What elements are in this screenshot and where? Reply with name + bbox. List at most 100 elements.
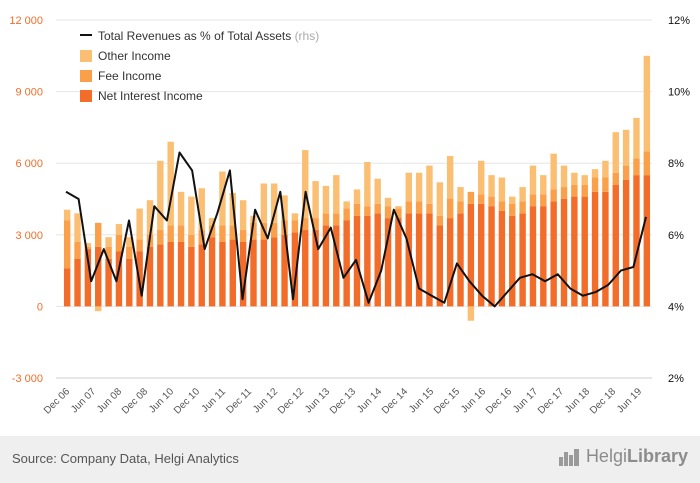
bar <box>395 208 402 219</box>
bar <box>457 187 464 202</box>
x-tick-label: Dec 15 <box>432 386 462 416</box>
bar <box>322 213 330 226</box>
bar <box>322 185 330 214</box>
bar <box>343 208 350 221</box>
bar <box>384 218 392 307</box>
bar <box>519 187 526 202</box>
brand-logo[interactable]: HelgiLibrary <box>558 446 688 467</box>
bar <box>198 230 205 245</box>
bar <box>219 225 226 242</box>
bar <box>457 201 464 214</box>
bar <box>529 194 537 207</box>
y-right-tick-label: 6% <box>668 230 684 242</box>
bar <box>177 241 185 307</box>
bar <box>312 230 319 307</box>
bar <box>167 225 174 242</box>
bar <box>498 177 506 202</box>
bar <box>633 175 640 307</box>
bar <box>333 225 340 307</box>
bar <box>540 175 547 195</box>
bar <box>157 244 164 307</box>
bar <box>612 172 619 185</box>
bar <box>446 156 454 199</box>
bar <box>291 213 299 221</box>
bar <box>467 191 475 204</box>
bar <box>198 188 205 231</box>
bar <box>571 196 578 307</box>
bar <box>353 189 361 204</box>
bar <box>488 206 495 307</box>
y-left-tick-label: 0 <box>37 301 43 313</box>
bar <box>436 182 444 216</box>
bar <box>612 184 619 307</box>
bar <box>333 175 340 214</box>
bar <box>291 232 299 307</box>
bar <box>95 306 102 312</box>
bar <box>167 241 174 307</box>
bar <box>405 213 412 307</box>
bar <box>509 215 516 307</box>
bar <box>353 203 361 216</box>
bar <box>343 220 350 307</box>
legend-label: Net Interest Income <box>98 89 203 103</box>
bar <box>498 210 506 307</box>
bar <box>426 213 433 307</box>
bar <box>239 200 247 231</box>
bar <box>302 150 309 219</box>
bar <box>643 55 651 152</box>
bar <box>312 218 319 231</box>
y-right-tick-label: 8% <box>668 158 684 170</box>
y-right-tick-label: 10% <box>668 87 690 99</box>
x-tick-label: Jun 11 <box>200 386 229 415</box>
bar <box>415 213 423 307</box>
source-text: Source: Company Data, Helgi Analytics <box>12 451 239 466</box>
bar <box>415 201 423 214</box>
y-axis-left: -3 000 0 3 000 6 000 9 000 12 000 <box>9 15 43 385</box>
bar <box>550 201 557 307</box>
x-tick-label: Jun 18 <box>563 386 592 415</box>
bar <box>436 215 444 226</box>
bar <box>115 251 123 307</box>
bar <box>633 158 640 176</box>
bar <box>581 196 588 307</box>
bar <box>550 153 557 190</box>
y-right-tick-label: 12% <box>668 15 690 27</box>
bar <box>405 201 412 214</box>
bar <box>571 184 578 197</box>
x-tick-label: Jun 16 <box>459 386 488 415</box>
bar <box>560 199 568 307</box>
bar <box>415 172 423 202</box>
bar <box>643 175 651 307</box>
y-right-tick-label: 2% <box>668 373 684 385</box>
bar <box>208 225 216 238</box>
bar <box>219 241 226 307</box>
y-left-tick-label: -3 000 <box>12 373 43 385</box>
bar <box>488 196 495 207</box>
bar <box>136 239 143 252</box>
bar <box>270 222 278 238</box>
bar <box>250 222 257 240</box>
bar <box>302 218 309 231</box>
legend-rhs-note: (rhs) <box>295 29 320 43</box>
bar <box>126 237 133 247</box>
revenue-line <box>65 151 647 308</box>
x-tick-label: Jun 10 <box>147 386 176 415</box>
bar <box>188 246 195 307</box>
bar <box>509 203 516 216</box>
bar <box>374 203 381 214</box>
footer: Source: Company Data, Helgi Analytics He… <box>0 436 700 483</box>
x-tick-label: Jun 17 <box>511 386 540 415</box>
bar <box>478 160 485 195</box>
x-tick-label: Dec 08 <box>120 386 150 416</box>
bar <box>126 246 133 259</box>
bar <box>622 179 630 307</box>
x-tick-label: Jun 13 <box>303 386 332 415</box>
x-tick-label: Jun 15 <box>407 386 436 415</box>
bar <box>529 206 537 307</box>
bar <box>270 183 278 223</box>
bar <box>208 218 216 226</box>
bar <box>633 117 640 159</box>
y-left-tick-label: 6 000 <box>15 158 43 170</box>
x-tick-label: Dec 11 <box>224 386 254 416</box>
